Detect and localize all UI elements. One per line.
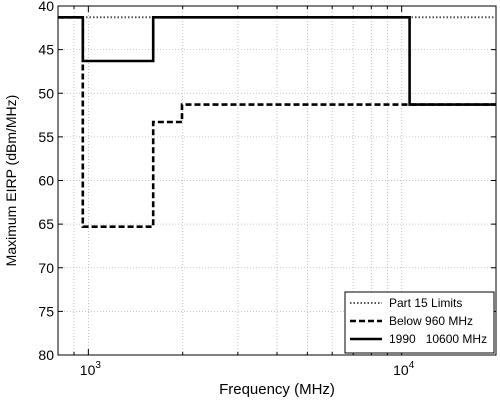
- y-axis-label: Maximum EIRP (dBm/MHz): [3, 95, 19, 267]
- y-tick-label: 40: [38, 0, 54, 14]
- legend-box: [344, 291, 495, 354]
- y-tick-label: 65: [38, 216, 54, 232]
- y-tick-label: 75: [38, 303, 54, 319]
- y-tick-label: 80: [38, 347, 54, 363]
- x-axis-label: Frequency (MHz): [219, 381, 335, 398]
- legend: Part 15 Limits Below 960 MHz 1990 10600 MH…: [344, 291, 495, 354]
- series-layer: [58, 15, 496, 228]
- legend-label-2: Below 960 MHz: [389, 314, 473, 328]
- x-tick-label: 104: [393, 360, 415, 378]
- y-tick-label: 55: [38, 129, 54, 145]
- y-tick-label: 70: [38, 260, 54, 276]
- tick-labels: 40 45 50 55 60 65 70 75 80 103 104: [38, 0, 414, 378]
- x-tick-label: 103: [80, 360, 102, 378]
- axis-ticks: [57, 5, 497, 356]
- y-tick-label: 45: [38, 42, 54, 58]
- legend-label-1: Part 15 Limits: [389, 296, 462, 310]
- y-tick-label: 60: [38, 173, 54, 189]
- legend-label-3: 1990 10600 MHz: [389, 332, 487, 346]
- series-line-3: [58, 15, 496, 106]
- legend-items: Part 15 Limits Below 960 MHz 1990 10600 MH…: [350, 296, 487, 346]
- y-tick-label: 50: [38, 85, 54, 101]
